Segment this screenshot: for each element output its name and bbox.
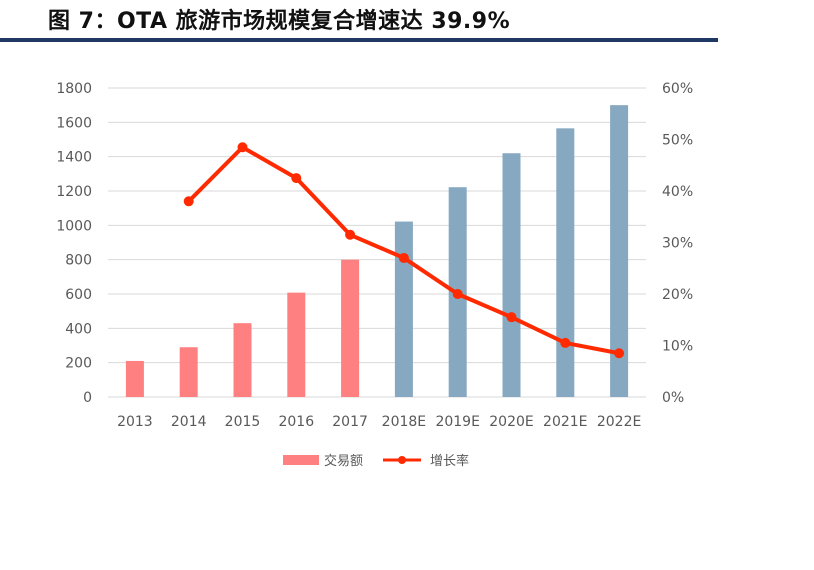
bar-2021E <box>556 128 575 397</box>
title-bar: 图 7：OTA 旅游市场规模复合增速达 39.9% <box>0 0 814 46</box>
title-underline <box>0 38 718 42</box>
y2-tick-label: 10% <box>662 339 693 355</box>
x-tick-label: 2013 <box>117 414 153 430</box>
line-point-2014 <box>183 196 194 207</box>
bar-2014 <box>179 347 198 397</box>
x-tick-label: 2017 <box>332 414 368 430</box>
y2-tick-label: 40% <box>662 184 693 200</box>
line-series <box>183 142 625 359</box>
x-tick-label: 2014 <box>171 414 207 430</box>
bar-2017 <box>341 259 360 397</box>
y-tick-label: 200 <box>65 356 92 372</box>
y-tick-label: 1400 <box>56 150 92 166</box>
bar-2015 <box>233 323 252 397</box>
bar-2020E <box>502 153 521 397</box>
line-point-2015 <box>237 142 248 153</box>
y2-tick-label: 20% <box>662 287 693 303</box>
y-tick-label: 1600 <box>56 115 92 131</box>
x-tick-label: 2022E <box>597 414 641 430</box>
legend-swatch-marker <box>398 456 406 464</box>
y2-tick-label: 0% <box>662 390 684 406</box>
y2-tick-label: 50% <box>662 133 693 149</box>
y2-tick-label: 30% <box>662 236 693 252</box>
bar-2022E <box>610 105 629 398</box>
line-point-2016 <box>291 173 302 184</box>
y-tick-label: 1800 <box>56 81 92 97</box>
y-tick-label: 400 <box>65 321 92 337</box>
y-axis-left: 0 200 400 600 800 1000 1200 1400 1600 1800 <box>56 81 92 406</box>
y2-tick-label: 60% <box>662 81 693 97</box>
y-tick-label: 0 <box>83 390 92 406</box>
x-axis: 2013 2014 2015 2016 2017 2018E 2019E 2020E 2021E… <box>117 414 641 430</box>
figure-title: 图 7：OTA 旅游市场规模复合增速达 39.9% <box>48 9 511 34</box>
x-tick-label: 2020E <box>489 414 533 430</box>
y-tick-label: 600 <box>65 287 92 303</box>
y-tick-label: 800 <box>65 253 92 269</box>
y-tick-label: 1000 <box>56 218 92 234</box>
line-point-2019E <box>452 289 463 299</box>
x-tick-label: 2016 <box>278 414 314 430</box>
x-tick-label: 2019E <box>435 414 479 430</box>
x-tick-label: 2018E <box>382 414 426 430</box>
legend-label-growth: 增长率 <box>430 453 469 469</box>
line-point-2017 <box>345 229 356 240</box>
bar-2016 <box>287 292 306 397</box>
bar-2018E <box>394 221 413 397</box>
line-point-2022E <box>614 348 625 359</box>
bar-series <box>125 105 629 398</box>
line-point-2020E <box>506 312 517 323</box>
legend: 交易额 增长率 <box>283 453 469 469</box>
bar-2013 <box>125 360 144 397</box>
x-tick-label: 2015 <box>225 414 261 430</box>
x-tick-label: 2021E <box>543 414 587 430</box>
y-axis-right: 0% 10% 20% 30% 40% 50% 60% <box>662 81 693 406</box>
legend-label-volume: 交易额 <box>324 453 363 469</box>
line-point-2021E <box>560 337 571 348</box>
legend-swatch-bar <box>283 455 319 465</box>
y-tick-label: 1200 <box>56 184 92 200</box>
line-point-2018E <box>398 252 409 263</box>
